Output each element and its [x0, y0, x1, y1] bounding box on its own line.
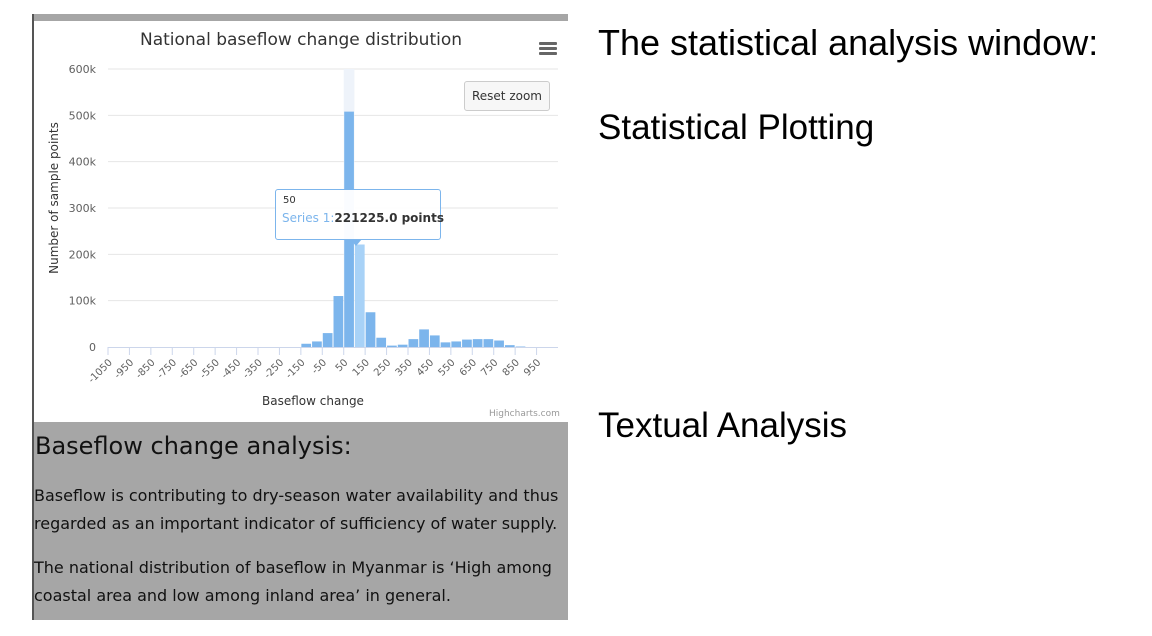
x-tick-label: 650 [458, 357, 479, 378]
histogram-bar[interactable] [462, 339, 472, 347]
analysis-paragraph-2: The national distribution of baseflow in… [34, 558, 552, 605]
x-tick-label: -750 [155, 357, 179, 381]
histogram-bar[interactable] [504, 345, 515, 347]
x-tick-label: -250 [262, 357, 286, 381]
histogram-bar[interactable] [429, 335, 440, 347]
x-tick-label: 450 [415, 357, 436, 378]
x-axis-title: Baseflow change [262, 394, 364, 408]
histogram-bar[interactable] [333, 296, 344, 347]
y-tick-label: 0 [89, 341, 96, 354]
y-axis-title: Number of sample points [47, 122, 61, 274]
tooltip-value: 221225.0 points [334, 211, 444, 225]
tooltip-pointer [350, 239, 362, 246]
x-tick-label: -550 [198, 357, 222, 381]
chart-tooltip: 50 Series 1:221225.0 points [275, 189, 444, 246]
x-tick-label: -650 [177, 357, 201, 381]
chart-plot-svg[interactable]: 0 100k 200k 300k 400k 500k 600k -1050-950-850-7… [34, 21, 568, 422]
y-tick-label: 200k [69, 248, 97, 261]
x-tick-label: -450 [220, 357, 244, 381]
reset-zoom-button[interactable]: Reset zoom [464, 81, 550, 111]
window-top-bar [32, 14, 568, 21]
histogram-bar[interactable] [494, 340, 504, 347]
window-left-border [32, 14, 34, 620]
histogram-bar[interactable] [472, 339, 483, 347]
y-tick-label: 600k [69, 63, 97, 76]
x-tick-label: -950 [112, 357, 136, 381]
x-tick-label: -850 [134, 357, 158, 381]
analysis-title: Baseflow change analysis: [35, 432, 352, 460]
histogram-bar[interactable] [312, 341, 322, 347]
histogram-bar[interactable] [322, 333, 333, 347]
x-tick-label: 150 [351, 357, 372, 378]
tooltip-row: Series 1:221225.0 points [282, 211, 444, 225]
y-tick-label: 400k [69, 156, 97, 169]
textual-analysis-section: Baseflow change analysis: Baseflow is co… [34, 422, 568, 620]
chart-title: National baseflow change distribution [139, 30, 463, 50]
histogram-bar[interactable] [440, 342, 451, 347]
tooltip-x-value: 50 [283, 195, 296, 206]
y-tick-label: 500k [69, 109, 97, 122]
histogram-bar[interactable] [419, 329, 429, 347]
y-tick-label: 300k [69, 202, 97, 215]
x-tick-label: -150 [284, 357, 308, 381]
histogram-bar[interactable] [387, 345, 397, 347]
x-tick-label: -50 [310, 357, 329, 376]
histogram-bar[interactable] [301, 343, 312, 347]
x-tick-label: 850 [501, 357, 522, 378]
y-tick-label: 100k [69, 295, 97, 308]
histogram-bar[interactable] [354, 244, 365, 347]
analysis-paragraph-1: Baseflow is contributing to dry-season w… [34, 486, 559, 533]
histogram-bar[interactable] [376, 337, 387, 347]
x-tick-label: -1050 [87, 357, 115, 385]
histogram-bar[interactable] [451, 341, 462, 347]
highcharts-credits-link[interactable]: Highcharts.com [489, 409, 560, 419]
slide-heading: The statistical analysis window: [598, 22, 1099, 63]
x-tick-label: -350 [241, 357, 265, 381]
x-tick-label: 550 [436, 357, 457, 378]
histogram-bar[interactable] [408, 339, 419, 347]
histogram-bar[interactable] [365, 312, 376, 347]
tooltip-series-name: Series 1: [282, 211, 335, 225]
textual-analysis-label: Textual Analysis [598, 406, 848, 445]
histogram-bar[interactable] [397, 344, 408, 347]
x-tick-label: 250 [372, 357, 393, 378]
x-tick-label: 50 [334, 357, 351, 374]
hamburger-menu-icon[interactable] [539, 42, 557, 56]
x-tick-label: 350 [394, 357, 415, 378]
statistical-plotting-label: Statistical Plotting [598, 108, 875, 147]
histogram-chart[interactable]: 0 100k 200k 300k 400k 500k 600k -1050 -950 -850 -7… [34, 21, 568, 422]
histogram-bar[interactable] [483, 339, 494, 347]
x-tick-label: 750 [479, 357, 500, 378]
statistical-analysis-window: 0 100k 200k 300k 400k 500k 600k -1050 -950 -850 -7… [32, 14, 568, 620]
x-tick-label: 950 [522, 357, 543, 378]
